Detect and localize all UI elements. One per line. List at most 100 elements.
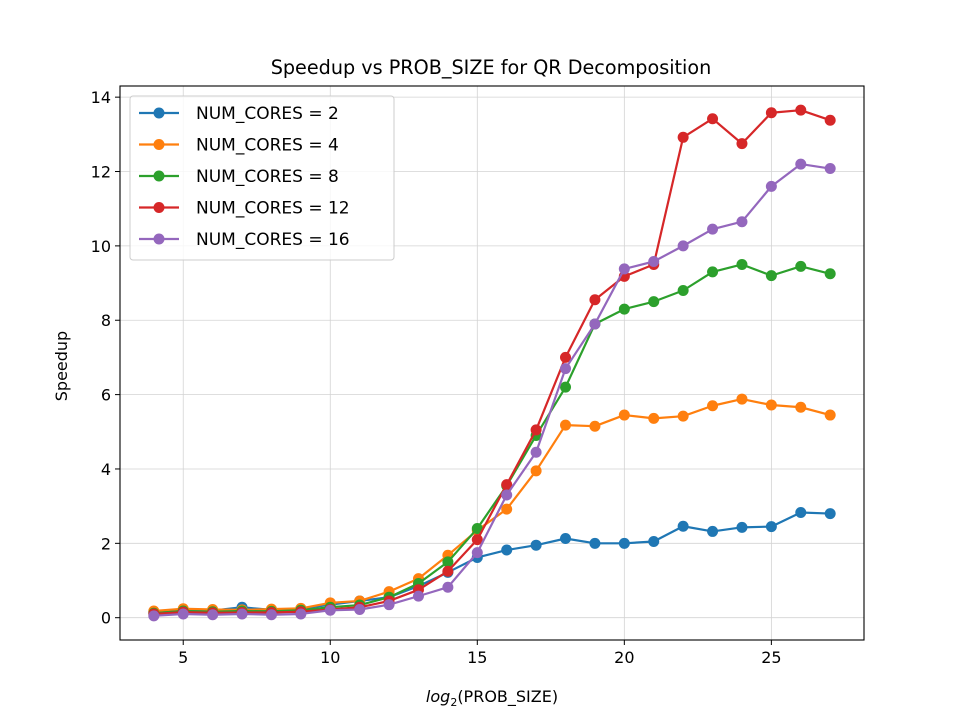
data-point <box>560 419 572 431</box>
data-point <box>530 446 542 458</box>
legend-entries: NUM_CORES = 2 NUM_CORES = 4 NUM_CORES = 8 N… <box>139 104 350 250</box>
y-tick-label: 8 <box>101 311 111 330</box>
data-point <box>707 113 719 125</box>
x-tick-label: 15 <box>467 648 487 667</box>
data-point <box>736 138 748 150</box>
data-point <box>765 107 777 119</box>
x-axis-label-prefix: log <box>426 687 450 706</box>
data-point <box>560 532 572 544</box>
data-point <box>677 410 689 422</box>
data-point <box>501 489 513 501</box>
data-point <box>677 284 689 296</box>
data-point <box>618 537 630 549</box>
data-point <box>471 534 483 546</box>
data-point <box>707 223 719 235</box>
legend-label: NUM_CORES = 2 <box>196 104 339 124</box>
x-axis-label: log2(PROB_SIZE) <box>426 687 558 709</box>
data-point <box>795 401 807 413</box>
data-point <box>471 547 483 559</box>
data-point <box>560 351 572 363</box>
data-point <box>824 163 836 175</box>
legend: NUM_CORES = 2 NUM_CORES = 4 NUM_CORES = 8 N… <box>129 95 395 261</box>
x-tick-label: 25 <box>761 648 781 667</box>
legend-swatch-marker <box>153 233 165 245</box>
data-point <box>707 266 719 278</box>
data-point <box>589 537 601 549</box>
data-point <box>177 608 189 620</box>
legend-box <box>129 95 395 261</box>
x-tick-label: 5 <box>178 648 188 667</box>
data-point <box>736 521 748 533</box>
legend-label: NUM_CORES = 12 <box>196 199 350 219</box>
data-point <box>589 420 601 432</box>
data-point <box>677 240 689 252</box>
data-point <box>736 393 748 405</box>
chart-title: Speedup vs PROB_SIZE for QR Decompositio… <box>271 56 712 79</box>
data-point <box>648 255 660 267</box>
data-point <box>765 399 777 411</box>
data-point <box>207 609 219 621</box>
data-point <box>795 506 807 518</box>
data-point <box>618 303 630 315</box>
y-tick-label: 2 <box>101 534 111 553</box>
y-tick-label: 0 <box>101 609 111 628</box>
legend-label: NUM_CORES = 4 <box>196 136 339 156</box>
data-point <box>530 465 542 477</box>
data-point <box>824 268 836 280</box>
data-point <box>795 158 807 170</box>
legend-swatch-marker <box>153 107 165 119</box>
data-point <box>736 216 748 228</box>
data-point <box>442 565 454 577</box>
data-point <box>648 296 660 308</box>
data-point <box>324 604 336 616</box>
data-point <box>354 604 366 616</box>
data-point <box>677 131 689 143</box>
legend-swatch-marker <box>153 202 165 213</box>
x-tick-label: 10 <box>320 648 340 667</box>
data-point <box>618 409 630 421</box>
data-point <box>530 424 542 436</box>
data-point <box>560 363 572 375</box>
grid <box>120 86 864 640</box>
data-point <box>471 522 483 534</box>
data-point <box>383 599 395 611</box>
plot-frame <box>119 85 865 641</box>
data-point <box>560 381 572 393</box>
data-point <box>648 535 660 547</box>
x-axis-label-suffix: (PROB_SIZE) <box>457 687 558 707</box>
data-point <box>677 520 689 532</box>
data-point <box>442 581 454 593</box>
data-point <box>707 525 719 537</box>
data-point <box>295 608 307 620</box>
series-layer <box>148 104 836 622</box>
x-tick-label: 20 <box>614 648 634 667</box>
data-point <box>412 590 424 602</box>
y-tick-label: 12 <box>91 163 111 182</box>
data-point <box>795 104 807 116</box>
legend-label: NUM_CORES = 16 <box>196 230 350 250</box>
data-point <box>765 180 777 192</box>
data-point <box>765 270 777 282</box>
data-point <box>824 409 836 421</box>
data-point <box>148 610 160 622</box>
data-point <box>824 114 836 126</box>
data-point <box>530 539 542 551</box>
data-point <box>589 294 601 306</box>
data-point <box>618 263 630 275</box>
legend-label: NUM_CORES = 8 <box>196 167 339 187</box>
data-point <box>589 318 601 330</box>
y-tick-label: 6 <box>101 386 111 405</box>
data-point <box>736 258 748 270</box>
data-point <box>707 400 719 412</box>
ticks: 5 10 15 20 25 0 2 4 6 8 10 12 14 <box>91 88 782 667</box>
data-point <box>824 508 836 520</box>
legend-swatch-marker <box>153 139 165 150</box>
series-5 <box>148 158 836 622</box>
data-point <box>501 544 513 556</box>
data-point <box>265 609 277 621</box>
data-point <box>795 260 807 272</box>
y-tick-label: 10 <box>91 237 111 256</box>
data-point <box>501 503 513 515</box>
data-point <box>648 412 660 424</box>
